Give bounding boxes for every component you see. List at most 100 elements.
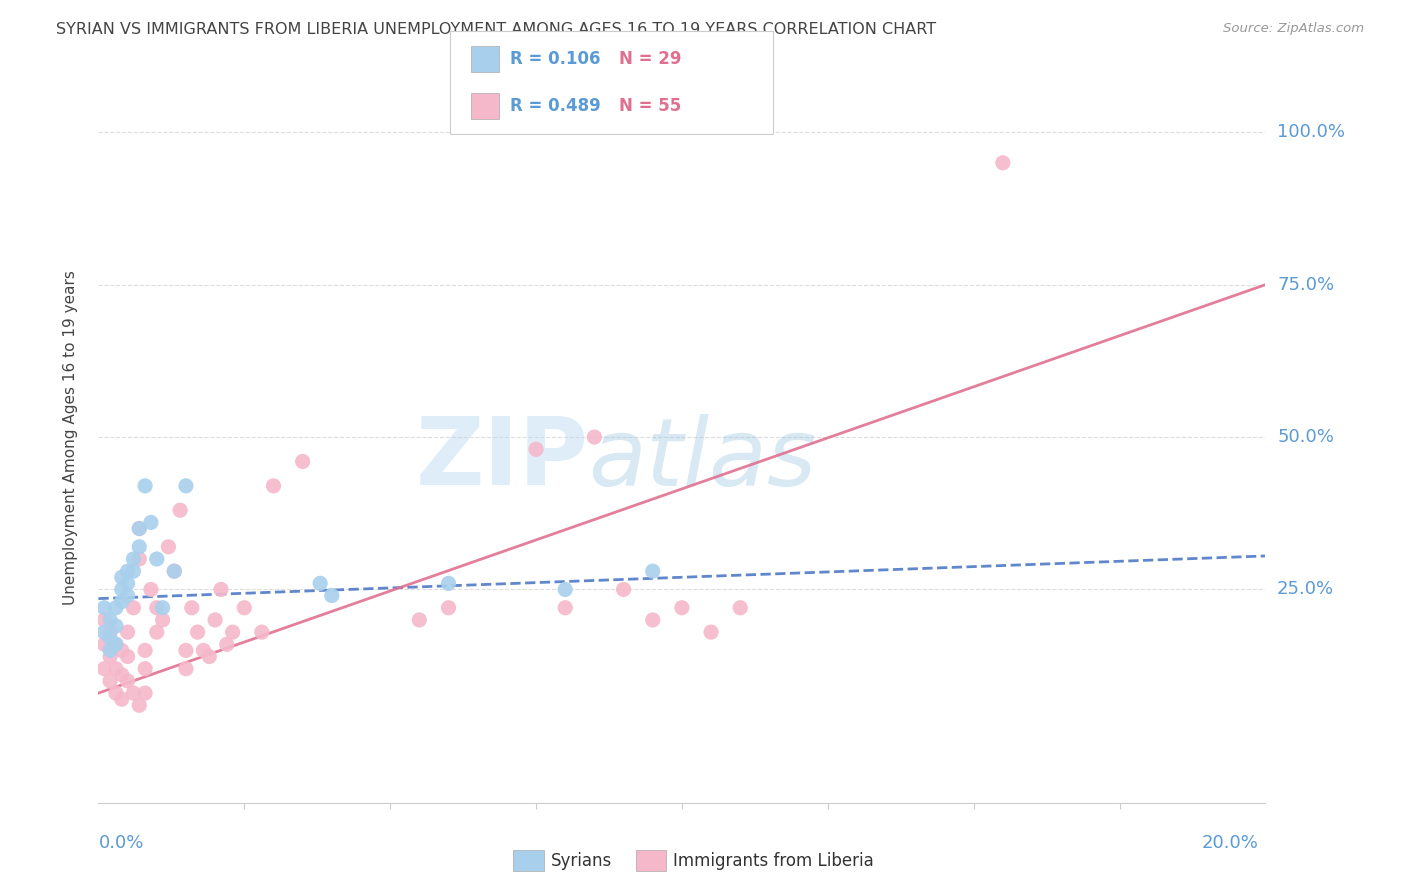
Point: [174, 643, 197, 657]
Point: [93, 625, 115, 640]
Point: [408, 613, 430, 627]
Point: [117, 673, 139, 688]
Point: [583, 430, 606, 444]
Text: SYRIAN VS IMMIGRANTS FROM LIBERIA UNEMPLOYMENT AMONG AGES 16 TO 19 YEARS CORRELA: SYRIAN VS IMMIGRANTS FROM LIBERIA UNEMPL…: [56, 22, 936, 37]
Point: [98, 649, 121, 664]
Point: [262, 479, 284, 493]
Point: [291, 454, 314, 468]
Point: [204, 613, 226, 627]
Point: [700, 625, 723, 640]
Point: [612, 582, 634, 597]
Y-axis label: Unemployment Among Ages 16 to 19 years: Unemployment Among Ages 16 to 19 years: [63, 269, 77, 605]
Text: R = 0.489: R = 0.489: [510, 97, 602, 115]
Point: [111, 582, 134, 597]
Point: [117, 589, 139, 603]
Point: [221, 625, 243, 640]
Point: [93, 600, 115, 615]
Point: [128, 540, 150, 554]
Point: [198, 649, 221, 664]
Point: [437, 576, 460, 591]
Point: [139, 582, 162, 597]
Point: [321, 589, 343, 603]
Point: [146, 600, 169, 615]
Point: [98, 643, 121, 657]
Point: [98, 625, 121, 640]
Point: [250, 625, 273, 640]
Point: [215, 637, 238, 651]
Point: [309, 576, 332, 591]
Point: [134, 686, 156, 700]
Point: [122, 686, 145, 700]
Point: [180, 600, 202, 615]
Point: [728, 600, 751, 615]
Point: [104, 637, 127, 651]
Point: [104, 600, 127, 615]
Point: [554, 582, 576, 597]
Point: [169, 503, 191, 517]
Point: [187, 625, 209, 640]
Point: [134, 662, 156, 676]
Point: [111, 643, 134, 657]
Text: Source: ZipAtlas.com: Source: ZipAtlas.com: [1223, 22, 1364, 36]
Point: [152, 613, 174, 627]
Point: [117, 564, 139, 578]
Point: [139, 516, 162, 530]
Point: [174, 662, 197, 676]
Point: [233, 600, 256, 615]
Point: [128, 521, 150, 535]
Point: [104, 619, 127, 633]
Point: [991, 156, 1014, 170]
Point: [128, 521, 150, 535]
Point: [98, 613, 121, 627]
Point: [93, 662, 115, 676]
Point: [524, 442, 547, 457]
Point: [122, 564, 145, 578]
Point: [146, 552, 169, 566]
Point: [111, 594, 134, 608]
Point: [117, 576, 139, 591]
Point: [174, 479, 197, 493]
Point: [163, 564, 186, 578]
Point: [117, 625, 139, 640]
Point: [157, 540, 180, 554]
Point: [128, 552, 150, 566]
Text: 20.0%: 20.0%: [1202, 834, 1258, 852]
Text: ZIP: ZIP: [416, 413, 589, 505]
Point: [104, 686, 127, 700]
Text: Immigrants from Liberia: Immigrants from Liberia: [673, 852, 875, 870]
Point: [111, 667, 134, 681]
Point: [437, 600, 460, 615]
Text: atlas: atlas: [589, 414, 817, 505]
Point: [134, 643, 156, 657]
Text: 75.0%: 75.0%: [1277, 276, 1334, 293]
Text: R = 0.106: R = 0.106: [510, 50, 600, 68]
Point: [152, 600, 174, 615]
Text: 25.0%: 25.0%: [1277, 581, 1334, 599]
Point: [128, 698, 150, 713]
Point: [671, 600, 693, 615]
Point: [111, 570, 134, 584]
Text: 100.0%: 100.0%: [1277, 123, 1346, 141]
Point: [554, 600, 576, 615]
Point: [104, 662, 127, 676]
Text: Syrians: Syrians: [551, 852, 613, 870]
Point: [98, 673, 121, 688]
Point: [134, 479, 156, 493]
Point: [641, 564, 664, 578]
Point: [641, 613, 664, 627]
Point: [163, 564, 186, 578]
Point: [122, 600, 145, 615]
Text: N = 29: N = 29: [619, 50, 681, 68]
Point: [104, 637, 127, 651]
Point: [111, 692, 134, 706]
Point: [193, 643, 215, 657]
Point: [93, 613, 115, 627]
Point: [93, 637, 115, 651]
Point: [98, 632, 121, 646]
Point: [146, 625, 169, 640]
Text: 0.0%: 0.0%: [98, 834, 143, 852]
Point: [122, 552, 145, 566]
Point: [117, 649, 139, 664]
Text: 50.0%: 50.0%: [1277, 428, 1334, 446]
Point: [209, 582, 232, 597]
